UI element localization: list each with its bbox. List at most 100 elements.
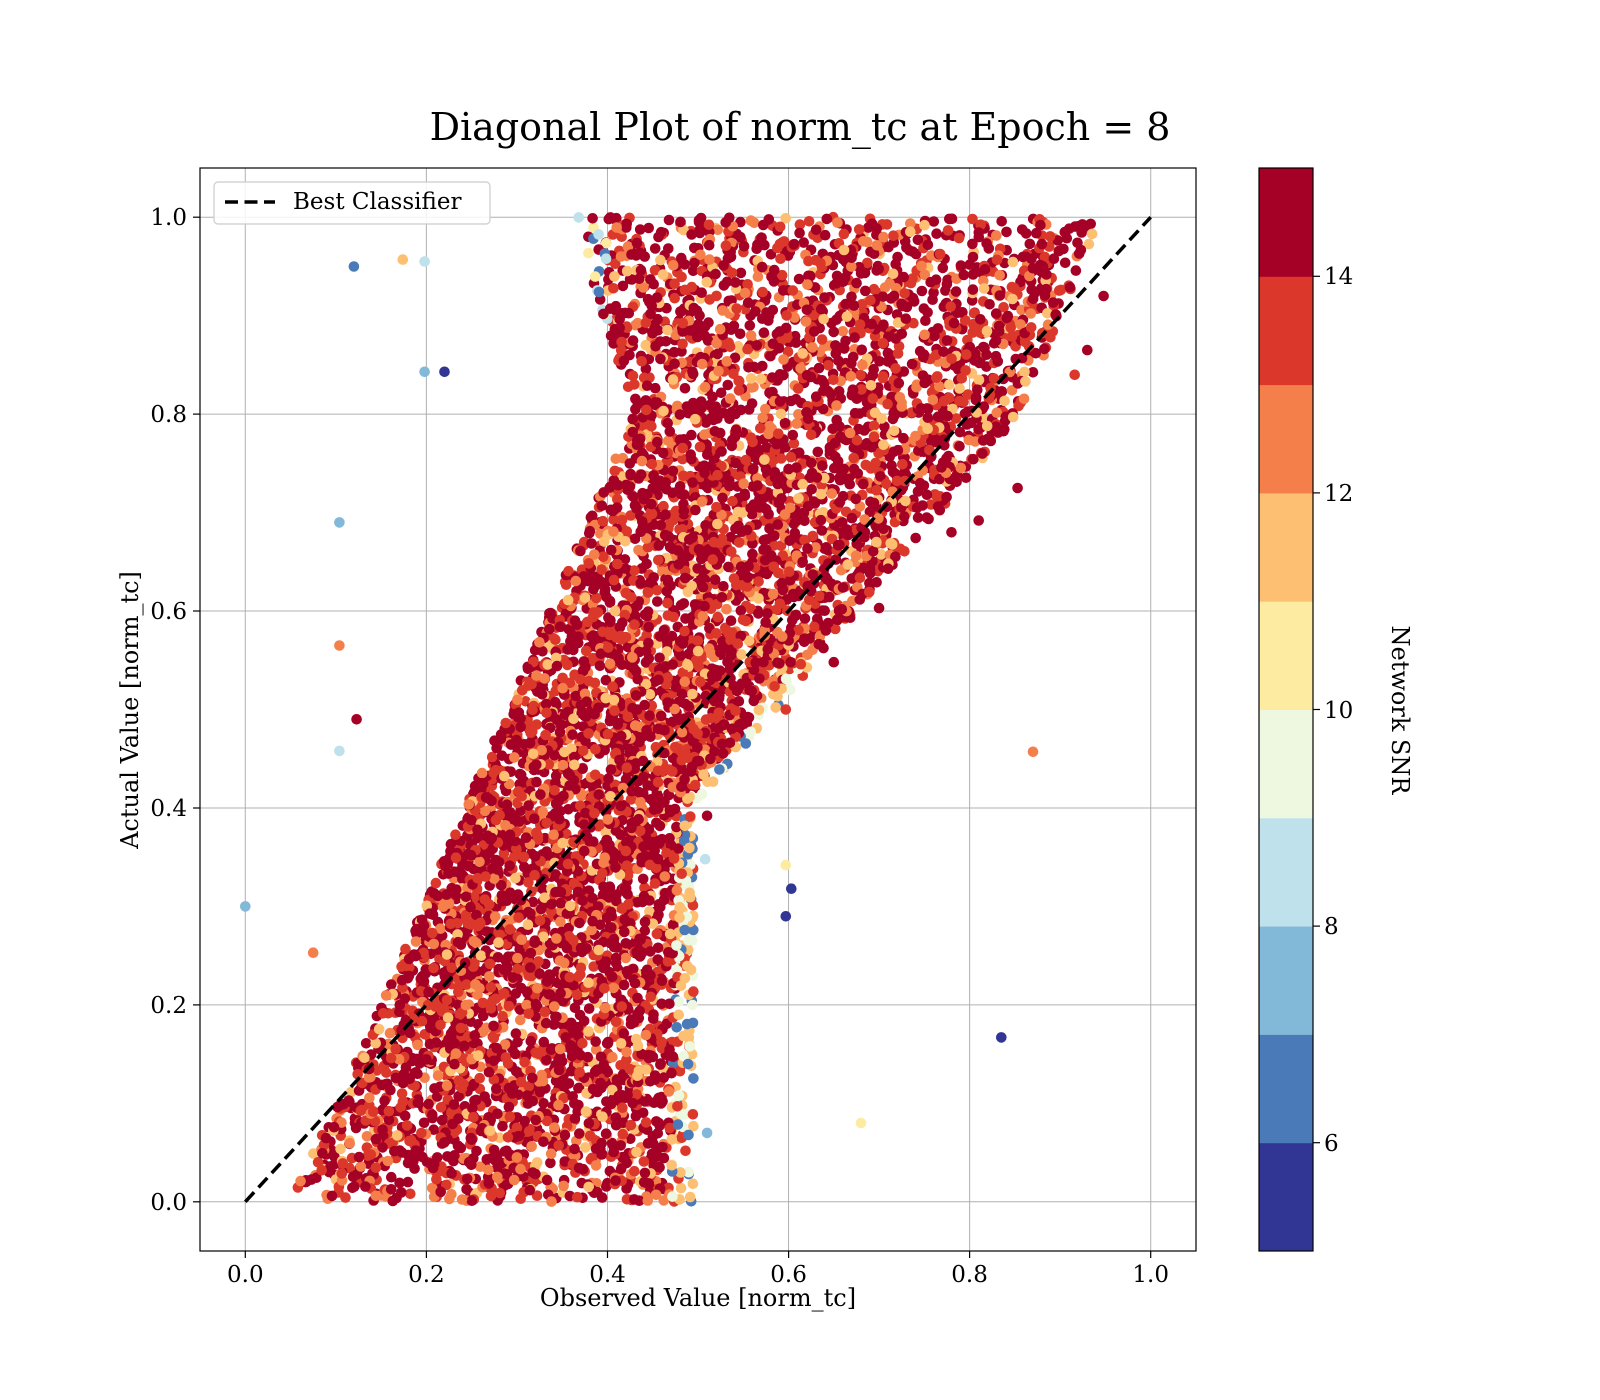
scatter-point [620,938,632,949]
scatter-point [964,259,976,270]
scatter-point [1018,393,1030,405]
scatter-point [1083,238,1095,250]
scatter-point [503,1101,515,1113]
scatter-point [466,1195,478,1206]
scatter-point [878,439,889,451]
scatter-point [937,262,949,274]
scatter-point [573,212,584,223]
scatter-point [873,263,884,275]
scatter-point [561,828,572,840]
scatter-point [435,1102,447,1113]
scatter-point [1019,366,1030,378]
scatter-point [1053,245,1065,257]
scatter-point [711,501,722,513]
scatter-point [537,806,549,818]
scatter-point [887,413,899,425]
scatter-point [587,510,598,522]
scatter-point [384,1027,396,1039]
scatter-point [854,594,866,605]
scatter-point [538,1098,549,1109]
scatter-point [325,1161,336,1172]
scatter-point [638,1156,650,1167]
scatter-point [978,283,990,294]
scatter-point [700,520,711,531]
scatter-point [669,278,680,290]
scatter-point [578,656,590,667]
scatter-point [621,265,633,277]
scatter-point [617,471,628,482]
scatter-point [598,962,609,974]
scatter-point [742,297,754,309]
scatter-point [942,225,954,236]
scatter-point [665,806,676,818]
scatter-point [583,247,594,259]
scatter-point [882,347,894,359]
scatter-point [370,1133,382,1145]
scatter-point [689,779,701,791]
scatter-point [891,309,903,320]
scatter-point [826,317,837,329]
scatter-point [559,1156,571,1167]
scatter-point [405,1188,416,1200]
scatter-point [904,245,915,256]
scatter-point [1007,293,1018,305]
scatter-point [838,228,850,240]
scatter-point [864,577,875,589]
scatter-point [640,339,652,351]
scatter-point [617,280,629,292]
scatter-point [862,257,873,269]
scatter-point [658,405,669,417]
scatter-point [679,698,691,710]
scatter-point [704,254,715,265]
scatter-point [805,429,817,441]
scatter-point [461,1183,472,1195]
scatter-point [912,512,924,523]
scatter-point [781,310,792,321]
scatter-point [945,301,956,312]
scatter-point [765,350,776,362]
scatter-point [472,1019,484,1030]
scatter-point [355,1161,367,1172]
scatter-point [555,897,566,909]
scatter-point [588,961,599,972]
scatter-point [566,1017,577,1029]
scatter-points [240,211,1109,1207]
scatter-point [819,605,830,616]
scatter-point [823,360,834,371]
scatter-point [537,884,549,895]
scatter-point [794,219,806,230]
scatter-point [1027,367,1039,378]
scatter-point [830,451,841,463]
scatter-point [515,1014,526,1026]
scatter-point [687,265,699,277]
scatter-point [782,346,794,358]
scatter-point [656,975,668,986]
scatter-point [644,906,655,917]
chart-title: Diagonal Plot of norm_tc at Epoch = 8 [430,105,1171,150]
scatter-point [1048,253,1060,264]
scatter-point [733,537,745,548]
scatter-point [743,635,755,647]
scatter-point [687,999,698,1011]
scatter-point [643,222,654,234]
scatter-point [627,370,639,382]
scatter-point [726,267,738,279]
scatter-point [778,370,789,381]
scatter-point [1001,312,1013,324]
scatter-point [984,299,995,310]
scatter-point [608,283,619,294]
scatter-point [928,216,940,227]
scatter-point [735,605,747,616]
scatter-point [954,426,966,438]
scatter-point [816,375,828,386]
scatter-point [1070,265,1082,276]
scatter-point [308,1148,319,1159]
scatter-point [769,264,780,276]
scatter-point [1044,231,1056,242]
scatter-point [818,313,829,325]
scatter-point [345,1086,357,1098]
scatter-point [537,646,548,657]
scatter-point [817,403,829,415]
scatter-point [907,273,918,284]
scatter-point [545,1157,556,1169]
